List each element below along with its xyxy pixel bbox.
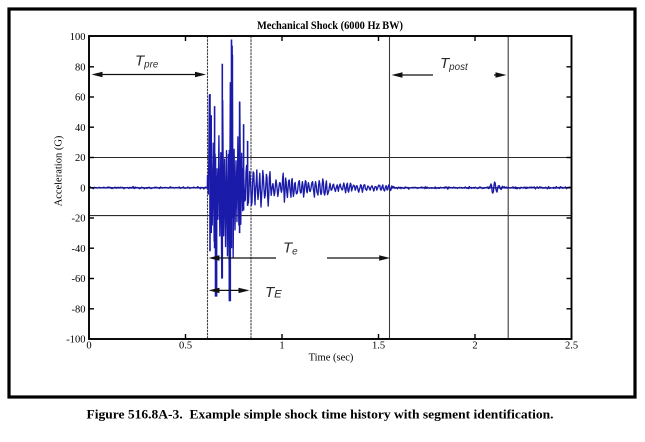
svg-text:2: 2 bbox=[472, 341, 477, 352]
svg-text:1: 1 bbox=[279, 341, 284, 352]
svg-text:-100: -100 bbox=[66, 335, 85, 346]
svg-text:0.5: 0.5 bbox=[179, 341, 192, 352]
svg-text:1.5: 1.5 bbox=[372, 341, 385, 352]
svg-text:40: 40 bbox=[75, 123, 86, 134]
svg-text:Figure 516.8A-3. Example simp: Figure 516.8A-3. Example simple shock ti… bbox=[87, 408, 554, 422]
svg-text:Acceleration (G): Acceleration (G) bbox=[54, 135, 65, 206]
svg-text:20: 20 bbox=[75, 153, 86, 164]
svg-text:80: 80 bbox=[75, 62, 86, 73]
svg-text:Mechanical Shock (6000 Hz BW): Mechanical Shock (6000 Hz BW) bbox=[257, 20, 403, 32]
svg-text:-20: -20 bbox=[72, 214, 86, 225]
svg-text:100: 100 bbox=[70, 32, 86, 43]
svg-text:-40: -40 bbox=[72, 244, 86, 255]
svg-text:-80: -80 bbox=[72, 304, 86, 315]
svg-text:-60: -60 bbox=[72, 274, 86, 285]
svg-text:Time (sec): Time (sec) bbox=[309, 353, 354, 364]
svg-text:0: 0 bbox=[80, 183, 85, 194]
svg-text:0: 0 bbox=[86, 341, 91, 352]
svg-text:TE: TE bbox=[265, 284, 282, 301]
svg-text:60: 60 bbox=[75, 93, 86, 104]
svg-text:2.5: 2.5 bbox=[565, 341, 578, 352]
